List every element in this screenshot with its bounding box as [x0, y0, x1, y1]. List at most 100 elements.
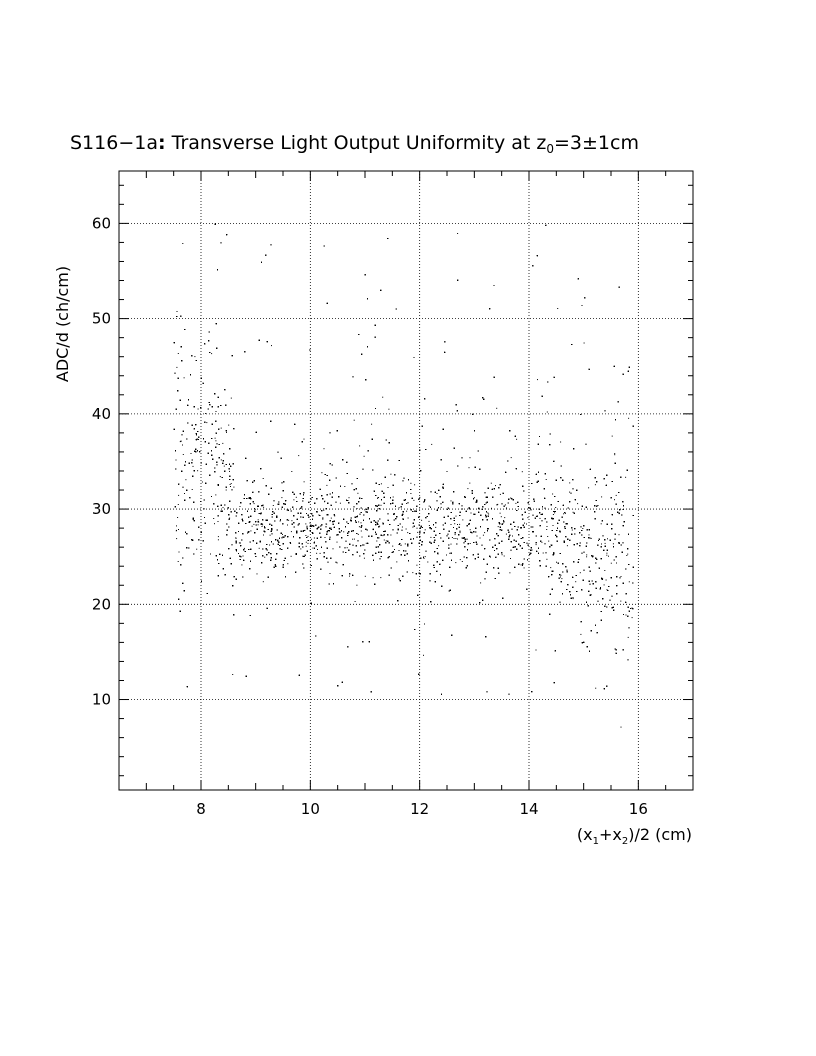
scatter-point — [269, 534, 271, 536]
scatter-point — [264, 556, 266, 558]
scatter-point — [416, 527, 418, 529]
scatter-point — [560, 441, 562, 443]
scatter-point — [455, 538, 457, 539]
scatter-point — [271, 345, 272, 347]
scatter-point — [588, 534, 590, 536]
scatter-point — [505, 533, 507, 535]
scatter-point — [431, 443, 433, 445]
scatter-point — [516, 438, 518, 440]
scatter-point — [428, 520, 430, 522]
scatter-point — [223, 465, 225, 467]
scatter-point — [291, 520, 293, 522]
scatter-point — [332, 548, 334, 550]
scatter-point — [430, 536, 432, 538]
scatter-point — [606, 554, 608, 556]
scatter-point — [523, 567, 525, 569]
scatter-point — [300, 548, 302, 550]
scatter-point — [421, 519, 423, 521]
scatter-point — [510, 558, 511, 559]
scatter-point — [454, 523, 456, 525]
scatter-point — [371, 423, 373, 425]
scatter-point — [627, 553, 629, 555]
scatter-point — [206, 422, 208, 424]
scatter-point — [504, 517, 506, 519]
scatter-point — [388, 408, 390, 410]
scatter-point — [412, 572, 414, 574]
scatter-point — [447, 509, 448, 510]
scatter-point — [310, 538, 312, 540]
scatter-point — [353, 538, 355, 540]
scatter-point — [359, 445, 361, 447]
scatter-point — [550, 567, 552, 569]
scatter-point — [313, 537, 315, 539]
scatter-point — [406, 510, 408, 512]
scatter-point — [215, 494, 217, 496]
scatter-point — [497, 526, 499, 528]
scatter-point — [625, 476, 627, 478]
scatter-point — [614, 453, 616, 455]
scatter-point — [601, 543, 602, 545]
scatter-point — [614, 454, 616, 456]
scatter-point — [535, 516, 537, 517]
scatter-point — [484, 532, 486, 534]
scatter-point — [435, 526, 437, 528]
chart-title: S116−1a: Transverse Light Output Uniform… — [70, 132, 639, 156]
scatter-point — [557, 308, 559, 309]
scatter-point — [577, 503, 579, 505]
scatter-point — [256, 573, 258, 575]
scatter-point — [469, 457, 471, 459]
scatter-point — [601, 496, 603, 498]
scatter-point — [323, 448, 325, 450]
scatter-point — [213, 518, 215, 519]
scatter-point — [462, 519, 464, 521]
scatter-point — [330, 517, 332, 519]
scatter-point — [571, 529, 573, 531]
scatter-point — [503, 520, 505, 521]
scatter-point — [182, 444, 183, 446]
scatter-point — [569, 491, 571, 493]
scatter-point — [364, 575, 366, 577]
scatter-point — [250, 530, 252, 532]
scatter-point — [298, 455, 300, 457]
scatter-point — [214, 523, 215, 525]
scatter-point — [520, 564, 522, 566]
scatter-point — [305, 535, 307, 536]
scatter-point — [182, 454, 184, 455]
scatter-point — [287, 563, 289, 565]
scatter-point — [555, 507, 557, 508]
scatter-point — [197, 408, 199, 410]
scatter-point — [349, 575, 350, 577]
scatter-point — [317, 549, 318, 550]
scatter-point — [290, 531, 292, 533]
scatter-point — [552, 493, 554, 495]
scatter-point — [490, 482, 492, 484]
scatter-point — [548, 540, 550, 542]
scatter-point — [312, 547, 314, 549]
scatter-point — [182, 243, 184, 244]
scatter-point — [589, 537, 591, 539]
scatter-point — [546, 558, 548, 560]
scatter-point — [501, 554, 503, 556]
scatter-point — [545, 479, 547, 480]
scatter-point — [316, 552, 318, 554]
scatter-point — [412, 526, 414, 528]
scatter-point — [385, 540, 387, 542]
scatter-point — [579, 572, 581, 574]
plot-frame — [118, 170, 694, 791]
scatter-point — [450, 543, 452, 545]
scatter-point — [604, 570, 606, 571]
scatter-point — [326, 484, 328, 486]
scatter-point — [348, 497, 350, 499]
scatter-point — [551, 518, 553, 520]
scatter-point — [595, 687, 597, 689]
scatter-point — [396, 561, 398, 563]
scatter-point — [185, 479, 187, 481]
scatter-point — [580, 633, 582, 635]
scatter-point — [380, 577, 382, 579]
scatter-point — [503, 555, 505, 557]
scatter-point — [365, 542, 367, 544]
scatter-point — [438, 545, 440, 547]
scatter-point — [336, 562, 338, 564]
scatter-point — [222, 442, 224, 444]
